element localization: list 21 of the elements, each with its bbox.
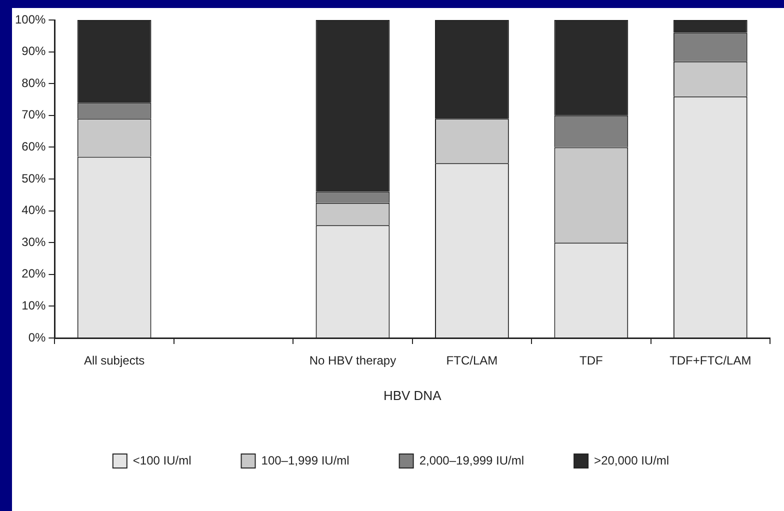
legend-label: 100–1,999 IU/ml: [261, 453, 350, 468]
y-tick-label: 100%: [14, 12, 46, 26]
y-tick-label: 40%: [22, 203, 46, 218]
x-tick-label: FTC/LAM: [446, 354, 498, 368]
y-tick-label: 60%: [22, 140, 46, 154]
y-tick-label: 30%: [22, 234, 46, 249]
y-tick-label: 50%: [22, 171, 46, 186]
x-tick-label: TDF: [580, 354, 603, 368]
x-tick-label: TDF+FTC/LAM: [670, 354, 752, 368]
x-axis-title: HBV DNA: [383, 388, 442, 403]
legend-label: 2,000–19,999 IU/ml: [419, 453, 524, 468]
y-tick-label: 90%: [22, 44, 46, 58]
y-tick-label: 80%: [22, 76, 46, 90]
legend-label: >20,000 IU/ml: [594, 453, 670, 468]
y-tick-label: 70%: [22, 108, 46, 122]
legend-label: <100 IU/ml: [132, 453, 192, 468]
y-tick-label: 0%: [28, 330, 46, 344]
y-tick-label: 10%: [22, 298, 46, 313]
y-tick-label: 20%: [22, 266, 46, 281]
x-tick-label: No HBV therapy: [309, 354, 396, 368]
x-tick-label: All subjects: [84, 354, 145, 368]
